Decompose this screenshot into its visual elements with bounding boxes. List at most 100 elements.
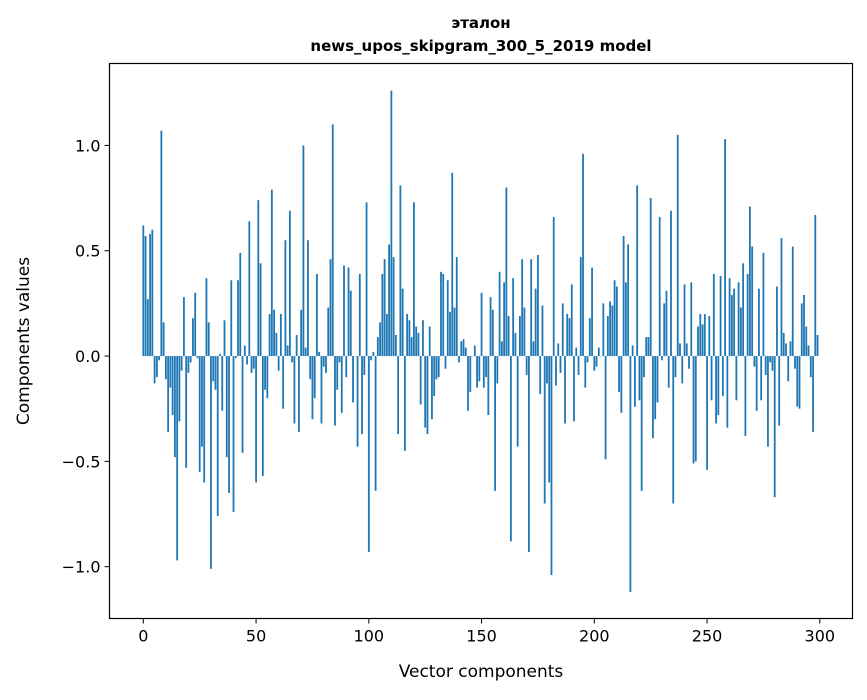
bar [765,356,767,375]
bar [729,278,731,356]
bar [632,346,634,357]
bar [717,356,719,415]
bar [636,185,638,356]
bar [377,337,379,356]
bar [176,356,178,560]
bar [812,356,814,432]
bar [602,303,604,356]
bar [724,139,726,356]
bar [390,91,392,356]
bar [336,356,338,390]
bar [776,287,778,357]
bar [494,356,496,491]
bar [210,356,212,569]
bar [735,356,737,400]
bar [524,308,526,356]
bar [790,341,792,356]
y-tick-label: 0.0 [75,347,100,366]
bar [814,215,816,356]
bar [269,314,271,356]
bar [749,207,751,357]
bar [160,131,162,356]
bar [530,259,532,356]
bar [810,356,812,377]
bar [406,314,408,356]
bar [341,356,343,413]
bar [296,335,298,356]
bar [467,356,469,411]
bar [684,284,686,356]
bar [605,356,607,459]
bar [404,356,406,451]
bar [314,356,316,398]
bar [352,356,354,402]
bar [485,356,487,377]
y-tick-label: 1.0 [75,136,100,155]
bar [584,356,586,388]
bar [424,356,426,428]
bar [395,335,397,356]
bar [409,320,411,356]
bar [438,356,440,377]
bar [370,356,372,360]
bar [266,356,268,398]
bar [228,356,230,493]
bar [242,356,244,453]
x-axis-label: Vector components [399,662,564,682]
bar [589,318,591,356]
bar [650,198,652,356]
bar [706,356,708,470]
bar [151,230,153,356]
bar [257,200,259,356]
bar [778,356,780,426]
bar [666,291,668,356]
bar [246,356,248,364]
bar [720,276,722,356]
bar [571,284,573,356]
chart-title-line-2: news_upos_skipgram_300_5_2019 model [310,37,651,55]
bar [769,356,771,362]
bar [481,293,483,356]
bar [190,356,192,362]
bar [142,225,144,356]
bar [792,247,794,357]
bar [197,356,199,358]
bar [652,356,654,438]
bar [312,356,314,419]
bar [702,324,704,356]
bar [226,356,228,457]
bar [230,280,232,356]
bar [799,356,801,409]
bar [201,356,203,447]
bar [445,356,447,369]
y-tick-label: −1.0 [62,558,101,577]
bar [533,341,535,356]
bar [695,356,697,461]
bar [219,354,221,356]
bar [668,356,670,388]
bar [751,247,753,357]
bar [294,356,296,423]
bar [553,217,555,356]
bar [305,348,307,356]
bar [675,356,677,377]
bar [783,333,785,356]
bar [648,337,650,356]
bar [711,356,713,400]
bar [363,356,365,375]
bar [562,303,564,356]
bar [767,356,769,447]
bar [483,356,485,388]
bar [738,282,740,356]
bar [332,124,334,356]
bar [555,356,557,385]
bar [663,303,665,356]
bar [801,303,803,356]
bar [756,356,758,411]
bar [492,310,494,356]
bar [758,289,760,356]
bar [747,274,749,356]
bar [564,356,566,423]
bar [499,272,501,356]
bar [361,356,363,434]
